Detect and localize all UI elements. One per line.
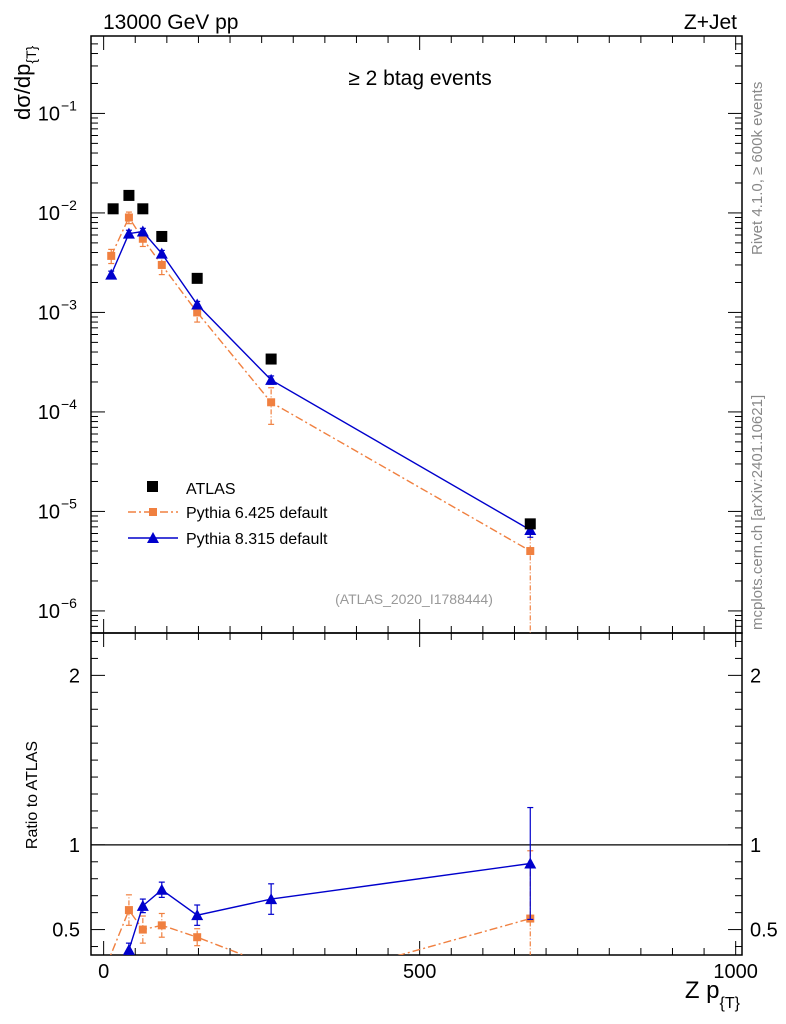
- legend: ATLAS Pythia 6.425 default Pythia 8.315 …: [128, 481, 328, 548]
- legend-py6-label: Pythia 6.425 default: [186, 505, 328, 522]
- atlas-main-marker: [265, 353, 277, 365]
- x-label-text: Z p: [685, 977, 720, 1004]
- py6-main-marker: [526, 547, 535, 556]
- x-tick-label: 0: [98, 961, 109, 983]
- main-y-tick-label: 10: [38, 203, 60, 225]
- py8-ratio-line: [126, 862, 531, 955]
- py8-main-marker: [105, 268, 118, 280]
- main-y-tick-base: 10: [38, 601, 60, 623]
- main-y-tick-base: 10: [38, 302, 60, 324]
- py6-ratio-marker: [138, 925, 147, 934]
- atlas-main-marker: [156, 230, 168, 242]
- main-y-tick-label: 10: [38, 402, 60, 424]
- py8-main-marker: [155, 247, 168, 259]
- main-y-tick-exponent: −5: [61, 495, 77, 511]
- py6-main-line: [110, 216, 531, 552]
- ratio-data-layer: [110, 806, 537, 955]
- rivet-version-text: Rivet 4.1.0, ≥ 600k events: [749, 82, 766, 255]
- main-y-tick-label: 10: [38, 601, 60, 623]
- main-y-label-text: dσ/dp: [10, 64, 35, 120]
- py8-main-marker: [122, 227, 135, 239]
- x-tick-label: 1000: [713, 961, 758, 983]
- legend-py6-marker: [149, 508, 157, 516]
- py8-main-marker: [191, 298, 204, 310]
- ratio-axis-ticks: 0 500 1000 0.5 0.5 1 1 2 2: [52, 633, 778, 983]
- py6-ratio-marker: [157, 921, 166, 930]
- atlas-main-marker: [191, 272, 203, 284]
- legend-py8-marker: [147, 532, 159, 543]
- main-y-tick-label: 10: [38, 501, 60, 523]
- mcplots-credit-text: mcplots.cern.ch [arXiv:2401.10621]: [749, 395, 766, 630]
- main-y-tick-exponent: −2: [61, 197, 77, 213]
- py6-main-marker: [138, 234, 147, 243]
- legend-atlas-marker: [147, 481, 158, 492]
- main-y-tick-label: 10: [38, 103, 60, 125]
- legend-py8-label: Pythia 8.315 default: [186, 531, 328, 548]
- ratio-y-tick-label-right: 2: [750, 665, 761, 687]
- py6-ratio-line: [110, 908, 531, 955]
- main-y-axis-label: dσ/dp{T}: [10, 45, 39, 120]
- ratio-y-tick-label: 0.5: [52, 920, 80, 942]
- ratio-y-tick-label: 1: [69, 835, 80, 857]
- header-process: Z+Jet: [684, 11, 737, 34]
- py8-ratio-marker: [122, 943, 135, 955]
- main-y-label-sub: {T}: [23, 45, 39, 63]
- main-y-tick-base: 10: [38, 103, 60, 125]
- ratio-y-tick-label: 2: [69, 665, 80, 687]
- ratio-y-tick-label-right: 1: [750, 835, 761, 857]
- py6-ratio-marker: [124, 906, 133, 915]
- py8-main-marker: [136, 225, 149, 237]
- main-data-layer: [105, 189, 537, 633]
- py8-ratio-marker: [191, 909, 204, 921]
- x-tick-label: 500: [403, 961, 436, 983]
- x-axis-label: Z p{T}: [685, 977, 741, 1012]
- analysis-id-annotation: (ATLAS_2020_I1788444): [335, 591, 493, 607]
- x-label-sub: {T}: [720, 995, 741, 1012]
- ratio-y-axis-label: Ratio to ATLAS: [24, 741, 41, 849]
- header-energy: 13000 GeV pp: [103, 11, 238, 34]
- main-y-tick-exponent: −1: [61, 97, 77, 113]
- py6-main-marker: [267, 398, 276, 407]
- py8-main-marker: [265, 373, 278, 385]
- atlas-main-marker: [123, 189, 135, 201]
- main-y-tick-base: 10: [38, 203, 60, 225]
- ratio-y-tick-label-right: 0.5: [750, 920, 778, 942]
- main-y-tick-label: 10: [38, 302, 60, 324]
- ratio-panel-frame: [90, 632, 743, 956]
- main-y-tick-exponent: −4: [61, 396, 77, 412]
- py6-ratio-marker: [193, 933, 202, 942]
- py8-main-marker: [524, 524, 537, 536]
- main-y-tick-base: 10: [38, 402, 60, 424]
- py8-ratio-marker: [524, 857, 537, 869]
- atlas-main-marker: [107, 203, 119, 215]
- py6-main-marker: [107, 251, 116, 260]
- atlas-main-marker: [137, 203, 149, 215]
- py8-main-line: [110, 230, 531, 531]
- main-y-tick-exponent: −3: [61, 296, 77, 312]
- py6-main-marker: [157, 260, 166, 269]
- main-y-tick-exponent: −6: [61, 595, 77, 611]
- py6-main-marker: [193, 308, 202, 317]
- svg-text:dσ/dp{T}: dσ/dp{T}: [10, 45, 39, 120]
- py8-ratio-marker: [136, 899, 149, 911]
- py8-ratio-marker: [265, 893, 278, 905]
- main-panel-title: ≥ 2 btag events: [348, 67, 491, 90]
- main-axis-ticks: 10−610−510−410−310−210−1: [38, 36, 742, 634]
- atlas-main-marker: [524, 518, 536, 530]
- legend-atlas-label: ATLAS: [186, 481, 236, 498]
- main-y-tick-base: 10: [38, 501, 60, 523]
- py8-ratio-marker: [155, 883, 168, 895]
- py6-main-marker: [124, 213, 133, 222]
